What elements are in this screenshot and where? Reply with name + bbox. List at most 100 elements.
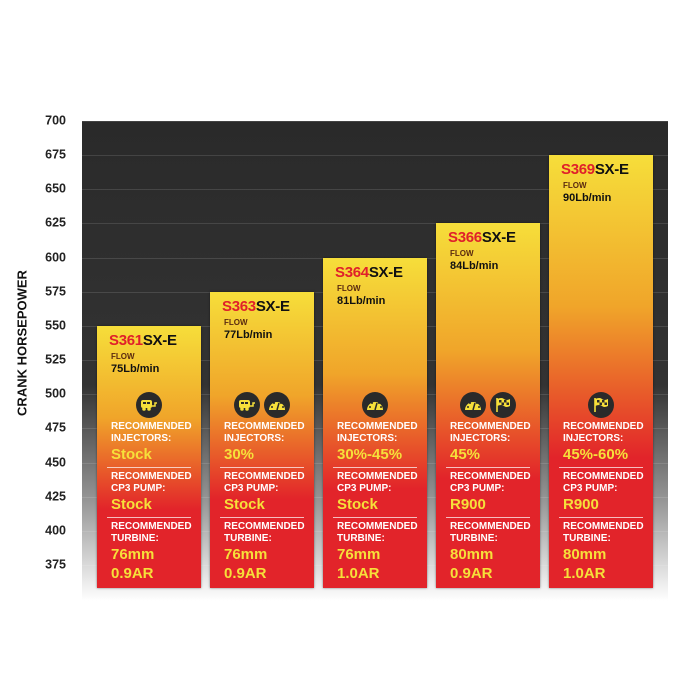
- model-suffix: SX-E: [142, 331, 177, 349]
- flow-label: FLOW: [224, 317, 248, 327]
- y-tick-label: 525: [45, 352, 66, 367]
- checkered-flag-icon: [588, 392, 614, 418]
- divider: [559, 517, 643, 518]
- bar-title: S364SX-E: [335, 264, 403, 282]
- turbine-label: RECOMMENDED TURBINE:: [450, 521, 531, 544]
- bar-title: S369SX-E: [561, 161, 629, 179]
- usage-icons: [323, 392, 427, 418]
- flow-label: FLOW: [450, 249, 474, 259]
- flow-value: 84Lb/min: [450, 260, 499, 273]
- flow-value: 90Lb/min: [563, 192, 612, 205]
- usage-icons: [549, 392, 653, 418]
- divider: [107, 467, 191, 468]
- model-number: S366: [448, 229, 482, 247]
- pump-label: RECOMMENDED CP3 PUMP:: [450, 471, 531, 494]
- flow-label: FLOW: [111, 351, 135, 361]
- injectors-value: 30%-45%: [337, 446, 403, 463]
- y-tick-label: 650: [45, 181, 66, 196]
- y-tick-label: 575: [45, 284, 66, 299]
- bar-s363sx-e: S363SX-E FLOW 77Lb/min RECOMMENDED INJECTOR…: [210, 291, 314, 588]
- turbine-size: 76mm: [224, 546, 268, 563]
- y-tick-label: 500: [45, 386, 66, 401]
- model-number: S361: [109, 331, 143, 349]
- bar-title: S363SX-E: [222, 298, 290, 316]
- bar-title: S361SX-E: [109, 332, 177, 350]
- pump-label: RECOMMENDED CP3 PUMP:: [111, 471, 192, 494]
- usage-icons: [436, 392, 540, 418]
- divider: [333, 517, 417, 518]
- model-number: S364: [335, 263, 369, 281]
- model-suffix: SX-E: [481, 229, 516, 247]
- model-number: S363: [222, 297, 256, 315]
- recommendations: RECOMMENDED INJECTORS: 30% RECOMMENDED CP3…: [210, 392, 314, 588]
- injectors-value: 45%: [450, 446, 481, 463]
- injectors-value: Stock: [111, 446, 152, 463]
- y-tick-label: 550: [45, 318, 66, 333]
- recommendations: RECOMMENDED INJECTORS: 45% RECOMMENDED CP3…: [436, 392, 540, 588]
- pump-value: R900: [450, 496, 486, 513]
- turbine-size: 80mm: [563, 546, 607, 563]
- gridline: [82, 189, 668, 191]
- pump-value: R900: [563, 496, 599, 513]
- y-tick-label: 475: [45, 420, 66, 435]
- y-axis-label: CRANK HORSEPOWER: [14, 270, 30, 416]
- usage-icons: [210, 392, 314, 418]
- pump-label: RECOMMENDED CP3 PUMP:: [224, 471, 305, 494]
- turbine-label: RECOMMENDED TURBINE:: [563, 521, 644, 544]
- pump-label: RECOMMENDED CP3 PUMP:: [563, 471, 644, 494]
- flow-label: FLOW: [337, 283, 361, 293]
- pump-value: Stock: [337, 496, 378, 513]
- checkered-flag-icon: [490, 392, 516, 418]
- pump-value: Stock: [224, 496, 265, 513]
- gauge-icon: [362, 392, 388, 418]
- towing-trailer-icon: [136, 392, 162, 418]
- bar-s366sx-e: S366SX-E FLOW 84Lb/min RECOMMENDED INJECTOR…: [436, 223, 540, 588]
- flow-label: FLOW: [563, 181, 587, 191]
- flow-value: 81Lb/min: [337, 294, 386, 307]
- turbine-size: 76mm: [111, 546, 155, 563]
- divider: [220, 517, 304, 518]
- divider: [559, 467, 643, 468]
- pump-label: RECOMMENDED CP3 PUMP:: [337, 471, 418, 494]
- gridline: [82, 223, 668, 225]
- bar-s369sx-e: S369SX-E FLOW 90Lb/min RECOMMENDED INJECTOR…: [549, 155, 653, 588]
- y-tick-label: 600: [45, 250, 66, 265]
- flow-value: 77Lb/min: [224, 328, 273, 341]
- injectors-value: 30%: [224, 446, 255, 463]
- recommendations: RECOMMENDED INJECTORS: 30%-45% RECOMMENDED…: [323, 392, 427, 588]
- turbine-ar: 1.0AR: [337, 565, 380, 582]
- model-number: S369: [561, 161, 595, 179]
- turbine-ar: 0.9AR: [450, 565, 493, 582]
- y-tick-label: 400: [45, 523, 66, 538]
- injectors-label: RECOMMENDED INJECTORS:: [111, 421, 192, 444]
- injectors-label: RECOMMENDED INJECTORS:: [337, 421, 418, 444]
- turbine-ar: 0.9AR: [224, 565, 267, 582]
- bar-title: S366SX-E: [448, 229, 516, 247]
- divider: [446, 517, 530, 518]
- turbine-size: 80mm: [450, 546, 494, 563]
- model-suffix: SX-E: [255, 297, 290, 315]
- injectors-value: 45%-60%: [563, 446, 629, 463]
- recommendations: RECOMMENDED INJECTORS: 45%-60% RECOMMENDED…: [549, 392, 653, 588]
- turbine-ar: 1.0AR: [563, 565, 606, 582]
- gauge-icon: [460, 392, 486, 418]
- recommendations: RECOMMENDED INJECTORS: Stock RECOMMENDED C…: [97, 392, 201, 588]
- model-suffix: SX-E: [594, 161, 629, 179]
- y-tick-label: 700: [45, 113, 66, 128]
- y-tick-label: 625: [45, 215, 66, 230]
- divider: [446, 467, 530, 468]
- towing-trailer-icon: [234, 392, 260, 418]
- bar-s361sx-e: S361SX-E FLOW 75Lb/min RECOMMENDED INJECTOR…: [97, 325, 201, 588]
- injectors-label: RECOMMENDED INJECTORS:: [224, 421, 305, 444]
- gridline: [82, 121, 668, 122]
- usage-icons: [97, 392, 201, 418]
- divider: [333, 467, 417, 468]
- y-tick-label: 425: [45, 489, 66, 504]
- turbine-label: RECOMMENDED TURBINE:: [111, 521, 192, 544]
- injectors-label: RECOMMENDED INJECTORS:: [563, 421, 644, 444]
- turbine-label: RECOMMENDED TURBINE:: [337, 521, 418, 544]
- pump-value: Stock: [111, 496, 152, 513]
- turbine-size: 76mm: [337, 546, 381, 563]
- gauge-icon: [264, 392, 290, 418]
- y-tick-label: 450: [45, 455, 66, 470]
